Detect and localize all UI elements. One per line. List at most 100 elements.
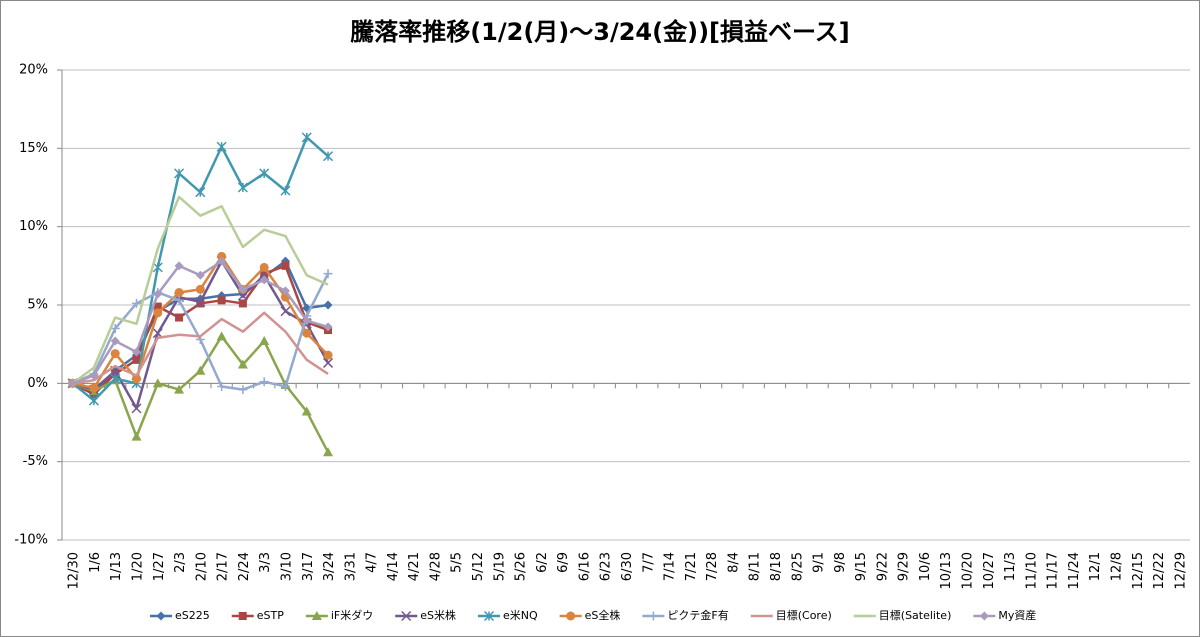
y-tick-label: 0% <box>27 376 48 391</box>
marker <box>483 610 495 622</box>
marker <box>323 350 333 360</box>
marker <box>153 308 163 318</box>
marker <box>88 395 99 406</box>
x-tick-label: 5/12 <box>471 552 486 581</box>
x-tick-label: 6/16 <box>577 552 592 581</box>
x-tick-label: 11/24 <box>1067 552 1082 589</box>
marker <box>174 384 185 394</box>
legend-label: 目標(Satelite) <box>879 608 952 622</box>
y-tick-label: 5% <box>27 298 48 313</box>
x-tick-label: 2/24 <box>237 552 252 581</box>
x-tick-label: 10/6 <box>918 552 933 581</box>
legend-item: eS全株 <box>559 608 621 622</box>
marker <box>259 168 270 179</box>
marker <box>979 611 989 621</box>
marker <box>217 381 227 391</box>
legend-item: eS225 <box>150 609 210 622</box>
x-tick-label: 2/10 <box>194 552 209 581</box>
x-tick-label: 9/15 <box>854 552 869 581</box>
marker <box>195 284 205 294</box>
x-tick-label: 2/3 <box>173 552 188 573</box>
legend-label: iF米ダウ <box>331 608 373 622</box>
x-tick-label: 10/27 <box>982 552 997 589</box>
x-tick-label: 10/20 <box>961 552 976 589</box>
marker <box>281 261 290 270</box>
marker <box>152 378 163 388</box>
x-tick-label: 5/26 <box>514 552 529 581</box>
marker <box>280 306 291 317</box>
y-tick-label: -5% <box>23 454 48 469</box>
x-tick-label: 3/10 <box>279 552 294 581</box>
legend-item: eS米株 <box>395 608 456 622</box>
marker <box>238 385 248 395</box>
x-tick-label: 5/19 <box>492 552 507 581</box>
x-tick-label: 11/17 <box>1046 552 1061 589</box>
marker <box>89 383 99 393</box>
marker <box>131 347 141 357</box>
legend-item: ピクテ金F有 <box>642 608 729 622</box>
x-tick-label: 3/24 <box>322 552 337 581</box>
x-tick-label: 7/14 <box>663 552 678 581</box>
marker <box>131 374 141 384</box>
marker <box>237 359 248 369</box>
marker <box>131 403 142 414</box>
x-tick-label: 3/31 <box>343 552 358 581</box>
x-tick-label: 9/22 <box>875 552 890 581</box>
marker <box>217 256 227 266</box>
marker <box>311 611 322 620</box>
x-tick-label: 9/8 <box>833 552 848 573</box>
marker <box>323 269 333 279</box>
x-tick-label: 4/28 <box>428 552 443 581</box>
marker <box>301 406 312 416</box>
marker <box>152 262 163 273</box>
marker <box>131 431 142 441</box>
x-tick-label: 5/5 <box>450 552 465 573</box>
legend-item: eSTP <box>231 609 284 622</box>
marker <box>323 300 333 310</box>
x-tick-label: 4/14 <box>386 552 401 581</box>
marker <box>259 377 269 387</box>
legend-label: ピクテ金F有 <box>667 608 728 622</box>
legend-item: 目標(Satelite) <box>853 608 952 622</box>
marker <box>89 371 99 380</box>
x-tick-label: 2/17 <box>216 552 231 581</box>
marker <box>110 373 121 384</box>
x-tick-label: 6/2 <box>535 552 550 573</box>
marker <box>68 378 78 388</box>
chart-title: 騰落率推移(1/2(月)～3/24(金))[損益ベース] <box>350 18 850 46</box>
marker <box>259 262 269 272</box>
x-tick-label: 12/22 <box>1152 552 1167 589</box>
x-tick-label: 1/20 <box>130 552 145 581</box>
x-tick-label: 3/17 <box>301 552 316 581</box>
y-tick-label: 10% <box>19 219 48 234</box>
x-tick-label: 8/4 <box>726 552 741 573</box>
marker <box>196 299 205 308</box>
marker <box>323 357 334 368</box>
marker <box>566 611 576 621</box>
marker <box>132 355 141 364</box>
x-tick-label: 12/8 <box>1110 552 1125 581</box>
x-tick-label: 3/3 <box>258 552 273 573</box>
legend-label: eS全株 <box>585 608 621 622</box>
marker <box>174 287 184 297</box>
x-tick-label: 4/21 <box>407 552 422 581</box>
marker <box>195 187 206 198</box>
x-tick-label: 9/29 <box>897 552 912 581</box>
marker <box>280 381 290 391</box>
x-tick-label: 12/30 <box>67 552 82 589</box>
marker <box>156 611 166 621</box>
marker <box>237 182 248 193</box>
legend-label: 目標(Core) <box>776 608 832 622</box>
x-tick-label: 8/18 <box>769 552 784 581</box>
marker <box>174 261 184 271</box>
legend-label: e米NQ <box>503 609 538 622</box>
legend-item: iF米ダウ <box>305 608 373 622</box>
legend-label: eS225 <box>175 609 210 622</box>
marker <box>110 349 120 359</box>
series-line <box>71 195 329 385</box>
x-tick-label: 11/10 <box>1024 552 1039 589</box>
marker <box>174 295 184 305</box>
x-tick-label: 7/7 <box>641 552 656 573</box>
legend-item: My資産 <box>973 609 1036 622</box>
